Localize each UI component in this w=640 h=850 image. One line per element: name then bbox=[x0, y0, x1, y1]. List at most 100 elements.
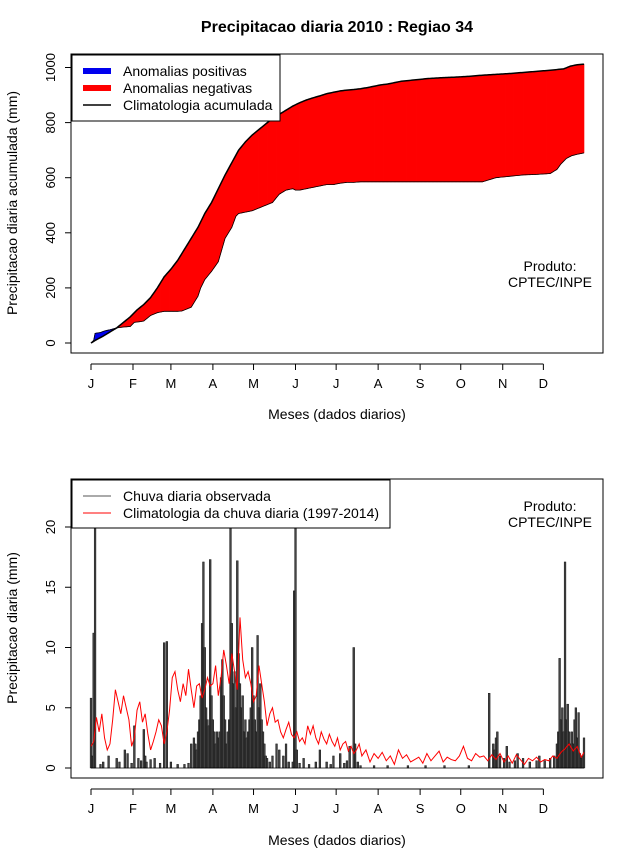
daily-rain-bar bbox=[130, 762, 133, 769]
product-source-top: CPTEC/INPE bbox=[508, 274, 592, 290]
plot-frame-top bbox=[70, 53, 604, 354]
daily-rain-bar bbox=[318, 749, 321, 769]
y-tick-label: 1000 bbox=[43, 53, 58, 82]
daily-rain-bar bbox=[302, 758, 305, 769]
x-tick-label: N bbox=[498, 376, 507, 391]
y-tick-label: 800 bbox=[43, 112, 58, 134]
daily-rain-bar bbox=[140, 760, 143, 769]
daily-rain-bar bbox=[183, 764, 186, 769]
daily-rain-bar bbox=[332, 755, 335, 769]
daily-rain-bar bbox=[107, 755, 110, 769]
daily-rain-bar bbox=[528, 761, 531, 769]
daily-bars-layer bbox=[89, 520, 586, 769]
y-axis-label-top: Precipitacao diaria acumulada (mm) bbox=[4, 91, 20, 315]
daily-rain-bar bbox=[99, 764, 102, 769]
y-tick-label: 0 bbox=[43, 339, 58, 346]
x-tick-label: J bbox=[88, 376, 95, 391]
daily-rain-bar bbox=[543, 760, 546, 769]
daily-rain-bar bbox=[294, 520, 297, 769]
daily-rain-bar bbox=[325, 761, 328, 769]
y-tick-label: 200 bbox=[43, 277, 58, 299]
x-tick-label: A bbox=[374, 801, 383, 816]
observed-cumulative-line bbox=[90, 152, 585, 344]
daily-rain-bar bbox=[329, 764, 332, 769]
x-tick-label: S bbox=[416, 376, 425, 391]
x-tick-label: J bbox=[333, 801, 340, 816]
daily-rain-bar bbox=[339, 753, 342, 769]
daily-rain-bar bbox=[265, 758, 269, 769]
daily-rain-bar bbox=[298, 762, 301, 769]
daily-rain-bar bbox=[287, 761, 290, 769]
daily-rain-bar bbox=[343, 762, 346, 769]
daily-rain-bar bbox=[271, 755, 274, 769]
climatology-line-layer bbox=[90, 617, 585, 766]
x-tick-label: D bbox=[539, 376, 548, 391]
panel-daily: 0 5 10 15 20 J F M A M J J A S O N D Meses (dados diari… bbox=[4, 478, 604, 848]
y-axis-label-bottom: Precipitacao diaria (mm) bbox=[4, 552, 20, 704]
daily-rain-bar bbox=[102, 761, 105, 769]
y-tick-label: 400 bbox=[43, 222, 58, 244]
x-tick-label: M bbox=[165, 801, 176, 816]
y-tick-label: 600 bbox=[43, 167, 58, 189]
daily-rain-bar bbox=[163, 642, 166, 769]
legend-top: Anomalias positivas Anomalias negativas … bbox=[71, 54, 281, 122]
product-label-top: Produto: bbox=[524, 258, 577, 274]
panel-cumulative: 0 200 400 600 800 1000 J F M A M J J A S O N D Meses (da… bbox=[4, 53, 604, 422]
daily-rain-bar bbox=[513, 760, 517, 769]
daily-rain-bar bbox=[275, 743, 278, 769]
y-tick-label: 20 bbox=[43, 520, 58, 534]
daily-rain-bar bbox=[553, 755, 556, 769]
daily-rain-bar bbox=[498, 755, 502, 769]
daily-rain-bar bbox=[158, 762, 162, 769]
x-tick-label: J bbox=[333, 376, 340, 391]
x-tick-label: M bbox=[248, 801, 259, 816]
y-tick-label: 0 bbox=[43, 764, 58, 771]
daily-rain-bar bbox=[356, 761, 359, 769]
daily-rain-bar bbox=[282, 755, 285, 769]
x-tick-label: D bbox=[539, 801, 548, 816]
daily-rain-bar bbox=[190, 743, 193, 769]
daily-rain-bar bbox=[123, 749, 126, 769]
x-tick-label: A bbox=[209, 801, 218, 816]
x-tick-label: A bbox=[374, 376, 383, 391]
daily-rain-bar bbox=[149, 759, 152, 769]
daily-rain-bar bbox=[278, 749, 281, 769]
x-tick-label: A bbox=[209, 376, 218, 391]
x-tick-label: M bbox=[165, 376, 176, 391]
y-tick-label: 15 bbox=[43, 580, 58, 594]
daily-rain-bar bbox=[307, 764, 311, 769]
x-tick-label: J bbox=[88, 801, 95, 816]
y-tick-label: 10 bbox=[43, 640, 58, 654]
daily-rain-bar bbox=[496, 731, 499, 769]
product-label-bottom: Produto: bbox=[524, 498, 577, 514]
daily-rain-bar bbox=[314, 761, 317, 769]
negative-anomaly-segment bbox=[582, 63, 585, 154]
daily-rain-bar bbox=[145, 761, 148, 769]
figure-title: Precipitacao diaria 2010 : Regiao 34 bbox=[201, 19, 473, 36]
x-tick-label: S bbox=[416, 801, 425, 816]
x-tick-label: J bbox=[292, 376, 299, 391]
x-tick-label: J bbox=[292, 801, 299, 816]
product-source-bottom: CPTEC/INPE bbox=[508, 514, 592, 530]
legend-label-clim-daily: Climatologia da chuva diaria (1997-2014) bbox=[123, 505, 379, 521]
daily-rain-bar bbox=[153, 758, 156, 769]
y-tick-label: 5 bbox=[43, 704, 58, 711]
y-axis-bottom: 0 5 10 15 20 bbox=[43, 520, 71, 772]
y-axis-top: 0 200 400 600 800 1000 bbox=[43, 53, 71, 347]
daily-rain-bar bbox=[187, 762, 190, 769]
x-tick-label: O bbox=[456, 376, 466, 391]
legend-label-negative: Anomalias negativas bbox=[123, 80, 252, 96]
plot-frame-bottom bbox=[70, 478, 604, 779]
climatology-cumulative-line bbox=[90, 63, 585, 344]
legend-label-observed: Chuva diaria observada bbox=[123, 488, 271, 504]
x-tick-label: O bbox=[456, 801, 466, 816]
daily-rain-bar bbox=[126, 753, 129, 769]
daily-rain-bar bbox=[165, 641, 168, 769]
x-tick-label: N bbox=[498, 801, 507, 816]
daily-rain-bar bbox=[169, 761, 173, 769]
legend-bottom: Chuva diaria observada Climatologia da c… bbox=[71, 479, 391, 529]
daily-rain-bar bbox=[118, 761, 121, 769]
daily-rain-bar bbox=[508, 761, 511, 769]
